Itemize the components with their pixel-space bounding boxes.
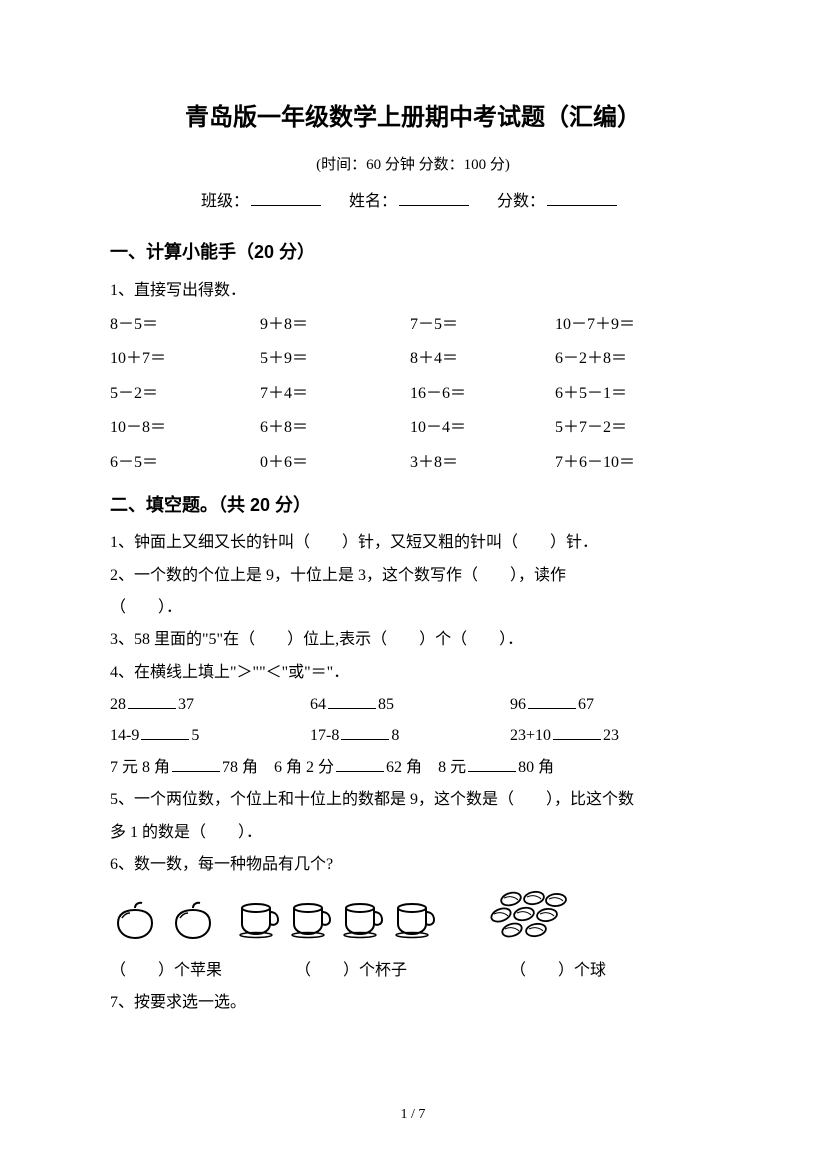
comp-blank	[528, 708, 576, 709]
comp-blank	[328, 708, 376, 709]
comp-b: 23	[603, 727, 619, 744]
calc-cell: 8＋4＝	[410, 342, 555, 376]
s2-q3: 3、58 里面的"5"在（ ）位上,表示（ ）个（ ）．	[110, 625, 716, 655]
calc-cell: 8－5＝	[110, 308, 260, 342]
images-row	[110, 889, 716, 950]
cup-icon	[392, 898, 438, 940]
document-title: 青岛版一年级数学上册期中考试题（汇编）	[110, 95, 716, 141]
calc-cell: 5＋7－2＝	[555, 411, 715, 445]
s2-q4: 4、在横线上填上"＞""＜"或"＝"．	[110, 658, 716, 688]
comp-b: 85	[378, 696, 394, 713]
s2-q6: 6、数一数，每一种物品有几个?	[110, 850, 716, 880]
calc-cell: 6＋5－1＝	[555, 377, 715, 411]
calc-cell: 9＋8＝	[260, 308, 410, 342]
calc-cell: 16－6＝	[410, 377, 555, 411]
comp-b: 8	[391, 727, 399, 744]
calc-cell: 6－2＋8＝	[555, 342, 715, 376]
section1-heading: 一、计算小能手（20 分）	[110, 235, 716, 269]
comp-blank	[172, 771, 220, 772]
s2-q7: 7、按要求选一选。	[110, 988, 716, 1018]
comp-3b: 78 角	[222, 759, 258, 776]
comp-3e: 8 元	[438, 759, 466, 776]
apple-icon	[110, 898, 160, 940]
cup-icon	[288, 898, 334, 940]
comp-blank	[341, 739, 389, 740]
comp-3a: 7 元 8 角	[110, 759, 170, 776]
comp-blank	[468, 771, 516, 772]
calc-cell: 10－8＝	[110, 411, 260, 445]
s2-q2b: （ ）．	[110, 593, 716, 623]
comp-a: 64	[310, 696, 326, 713]
comp-a: 14-9	[110, 727, 139, 744]
calc-cell: 10＋7＝	[110, 342, 260, 376]
score-blank	[547, 205, 617, 206]
calc-cell: 7＋4＝	[260, 377, 410, 411]
name-blank	[399, 205, 469, 206]
apple-icon	[168, 898, 218, 940]
comp-blank	[553, 739, 601, 740]
comp-3f: 80 角	[518, 759, 554, 776]
comp-a: 23+10	[510, 727, 551, 744]
comp-a: 17-8	[310, 727, 339, 744]
calc-cell: 3＋8＝	[410, 446, 555, 480]
s2-q2a: 2、一个数的个位上是 9，十位上是 3，这个数写作（ ），读作	[110, 561, 716, 591]
calc-cell: 10－4＝	[410, 411, 555, 445]
calc-cell: 5＋9＝	[260, 342, 410, 376]
calc-cell: 10－7＋9＝	[555, 308, 715, 342]
comp-3d: 62 角	[386, 759, 422, 776]
beans-icon	[486, 889, 571, 939]
comp-blank	[141, 739, 189, 740]
page-number: 1 / 7	[0, 1102, 826, 1129]
calc-grid: 8－5＝ 9＋8＝ 7－5＝ 10－7＋9＝ 10＋7＝ 5＋9＝ 8＋4＝ 6…	[110, 308, 716, 480]
comp-row-2: 14-9 5 17-8 8 23+10 23	[110, 721, 716, 751]
comp-b: 67	[578, 696, 594, 713]
comp-row-1: 28 37 64 85 96 67	[110, 690, 716, 720]
cup-icon	[236, 898, 282, 940]
comp-b: 37	[178, 696, 194, 713]
calc-cell: 7－5＝	[410, 308, 555, 342]
calc-cell: 6＋8＝	[260, 411, 410, 445]
name-label: 姓名：	[349, 193, 397, 210]
s2-q1: 1、钟面上又细又长的针叫（ ）针，又短又粗的针叫（ ）针．	[110, 528, 716, 558]
calc-cell: 6－5＝	[110, 446, 260, 480]
s2-q5b: 多 1 的数是（ ）．	[110, 818, 716, 848]
calc-cell: 5－2＝	[110, 377, 260, 411]
cup-icon	[340, 898, 386, 940]
comp-a: 96	[510, 696, 526, 713]
class-label: 班级：	[201, 193, 249, 210]
comp-blank	[128, 708, 176, 709]
s2-q5a: 5、一个两位数，个位上和十位上的数都是 9，这个数是（ ），比这个数	[110, 785, 716, 815]
calc-cell: 7＋6－10＝	[555, 446, 715, 480]
cup-group	[236, 898, 438, 940]
comp-3c: 6 角 2 分	[274, 759, 334, 776]
comp-a: 28	[110, 696, 126, 713]
section2-heading: 二、填空题。（共 20 分）	[110, 488, 716, 522]
labels-row: （ ）个苹果 （ ）个杯子 （ ）个球	[110, 956, 716, 986]
comp-blank	[336, 771, 384, 772]
apple-group	[110, 898, 218, 940]
beans-group	[486, 889, 571, 950]
q1-label: 1、直接写出得数．	[110, 276, 716, 306]
document-subtitle: (时间：60 分钟 分数：100 分)	[110, 151, 716, 180]
label-cup: （ ）个杯子	[295, 956, 510, 986]
class-blank	[251, 205, 321, 206]
label-ball: （ ）个球	[510, 956, 710, 986]
comp-b: 5	[191, 727, 199, 744]
comp-row-3: 7 元 8 角 78 角 6 角 2 分 62 角 8 元 80 角	[110, 753, 716, 783]
label-apple: （ ）个苹果	[110, 956, 295, 986]
calc-cell: 0＋6＝	[260, 446, 410, 480]
info-line: 班级： 姓名： 分数：	[110, 187, 716, 217]
score-label: 分数：	[497, 193, 545, 210]
